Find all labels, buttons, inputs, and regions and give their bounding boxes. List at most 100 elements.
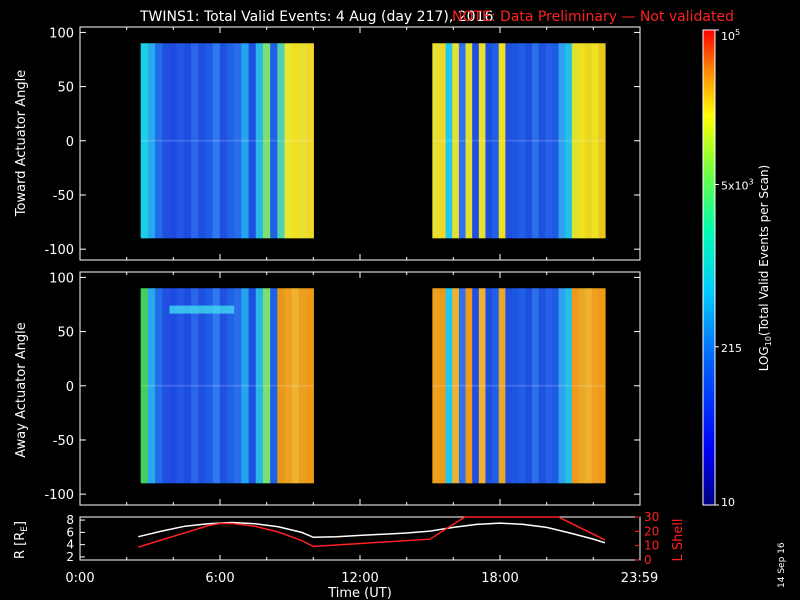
l-shell-line (138, 516, 606, 548)
heatmap-strip (558, 288, 566, 484)
toward-heatmap (140, 43, 606, 239)
heatmap-strip (241, 43, 250, 239)
heatmap-strip (438, 43, 447, 239)
heatmap-strip (176, 43, 185, 239)
right-tick-label: 30 (644, 510, 659, 524)
time-tick-label: 23:59 (621, 571, 658, 586)
heatmap-strip (262, 288, 271, 484)
heatmap-strip (578, 288, 586, 484)
heatmap-strip (505, 288, 513, 484)
heatmap-strip (212, 43, 221, 239)
colorbar-tick-label: 5x103 (721, 177, 754, 192)
time-tick-label: 0:00 (65, 571, 94, 586)
right-tick-label: 0 (644, 553, 652, 567)
left-tick-label: 6 (66, 525, 74, 539)
y-tick-label: 100 (49, 271, 74, 286)
heatmap-strip (284, 288, 293, 484)
heatmap-strip (518, 288, 526, 484)
heatmap-strip (438, 288, 447, 484)
y-tick-label: -100 (44, 243, 74, 258)
heatmap-strip (198, 288, 207, 484)
heatmap-strip (545, 288, 553, 484)
bottom-right-ylabel: L Shell (671, 518, 686, 561)
heatmap-strip (538, 288, 546, 484)
heatmap-strip (485, 43, 493, 239)
heatmap-strip (465, 288, 473, 484)
heatmap-strip (227, 43, 235, 239)
colorbar-tick-label: 105 (721, 28, 740, 43)
heatmap-strip (551, 43, 560, 239)
heatmap-strip (591, 43, 599, 239)
figure-title: TWINS1: Total Valid Events: 4 Aug (day 2… (139, 9, 493, 25)
bottom-left-ylabel: R [RE] (13, 521, 30, 559)
heatmap-strip (270, 43, 278, 239)
heatmap-strip (262, 43, 271, 239)
heatmap-strip (525, 43, 533, 239)
heatmap-strip (205, 43, 214, 239)
heatmap-strip (255, 43, 264, 239)
y-tick-label: -50 (53, 189, 74, 204)
heatmap-strip (147, 288, 156, 484)
heatmap-strip (191, 43, 199, 239)
heatmap-strip (277, 43, 286, 239)
heatmap-strip (140, 288, 149, 484)
y-tick-label: 100 (49, 26, 74, 41)
heatmap-strip (219, 43, 228, 239)
heatmap-strip (591, 288, 599, 484)
heatmap-strip (162, 43, 171, 239)
y-tick-label: 50 (57, 326, 74, 341)
left-tick-label: 4 (66, 538, 74, 552)
y-tick-label: -100 (44, 488, 74, 503)
heatmap-strip (432, 288, 440, 484)
heatmap-strip (531, 288, 540, 484)
top-ylabel: Toward Actuator Angle (14, 70, 29, 217)
heatmap-strip (512, 43, 520, 239)
heatmap-strip (155, 288, 163, 484)
data-segment (140, 288, 314, 484)
heatmap-strip (485, 288, 493, 484)
heatmap-strip (219, 288, 228, 484)
heatmap-strip (505, 43, 513, 239)
colorbar: 105 5x103 215 10 LOG10(Total Valid Events p… (702, 28, 773, 509)
heatmap-strip (140, 43, 149, 239)
heatmap-strip (284, 43, 293, 239)
y-tick-label: 50 (57, 81, 74, 96)
heatmap-strip (478, 288, 487, 484)
heatmap-strip (498, 288, 506, 484)
heatmap-strip (234, 43, 242, 239)
heatmap-strip (458, 43, 467, 239)
heatmap-strip (212, 288, 221, 484)
y-tick-label: 0 (66, 135, 74, 150)
heatmap-strip (147, 43, 156, 239)
heatmap-strip (432, 43, 440, 239)
heatmap-strip (176, 288, 185, 484)
heatmap-strip (162, 288, 171, 484)
heatmap-strip (492, 43, 500, 239)
heatmap-strip (545, 43, 553, 239)
heatmap-strip (198, 43, 207, 239)
heatmap-strip (241, 288, 250, 484)
heatmap-strip (598, 43, 606, 239)
heatmap-strip (531, 43, 540, 239)
heatmap-strip (270, 288, 278, 484)
heatmap-strip (558, 43, 566, 239)
heatmap-strip (255, 288, 264, 484)
time-tick-label: 18:00 (481, 571, 518, 586)
colorbar-gradient (702, 29, 716, 506)
heatmap-strip (571, 288, 580, 484)
heatmap-strip (205, 288, 214, 484)
heatmap-strip (585, 43, 593, 239)
right-tick-label: 10 (644, 539, 659, 553)
heatmap-strip (498, 43, 506, 239)
data-segment (140, 43, 314, 239)
colorbar-ticks: 105 5x103 215 10 (715, 28, 754, 509)
heatmap-strip (277, 288, 286, 484)
heatmap-strip (478, 43, 487, 239)
colorbar-tick-label: 215 (721, 342, 742, 355)
heatmap-strip (565, 288, 573, 484)
time-tick-label: 6:00 (205, 571, 234, 586)
away-heatmap (140, 288, 606, 484)
heatmap-strip (571, 43, 580, 239)
